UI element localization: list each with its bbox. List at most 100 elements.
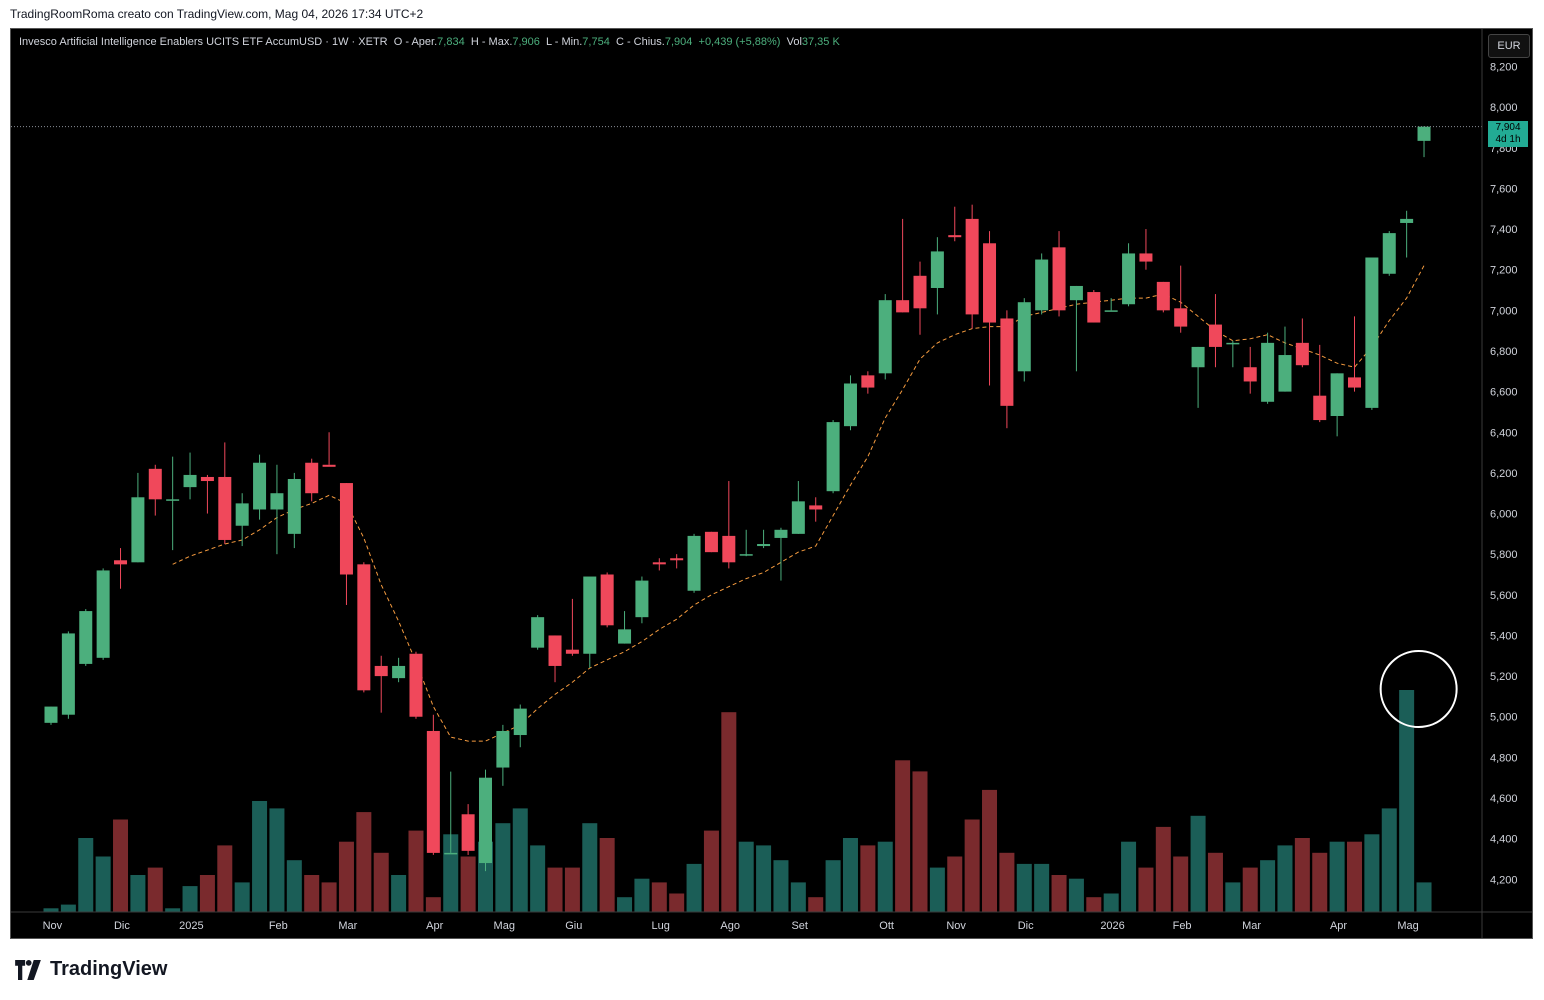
volume-bars	[43, 690, 1432, 912]
currency-button[interactable]: EUR	[1488, 34, 1530, 58]
candle	[1087, 290, 1101, 323]
volume-bar	[1190, 815, 1206, 912]
candle	[357, 562, 371, 693]
candle-body	[287, 478, 301, 534]
candle	[548, 635, 562, 683]
candle-body	[965, 218, 979, 315]
candle	[235, 493, 249, 547]
candle-body	[131, 497, 145, 563]
candle-body	[1243, 367, 1257, 382]
volume-bar	[1155, 826, 1171, 912]
volume-bar	[495, 823, 511, 912]
candle-body	[357, 564, 371, 691]
candle-body	[1261, 342, 1275, 402]
volume-bar	[199, 875, 215, 912]
legend-open-value: 7,834	[437, 36, 465, 48]
candle	[183, 452, 197, 500]
volume-bar	[512, 808, 528, 912]
candle	[722, 481, 736, 569]
candle	[1069, 285, 1083, 372]
candle-body	[1313, 395, 1327, 421]
candle-body	[878, 300, 892, 374]
candle	[635, 576, 649, 624]
candle	[253, 454, 267, 520]
volume-bar	[217, 845, 233, 912]
candle-body	[1382, 233, 1396, 274]
volume-bar	[460, 856, 476, 912]
volume-bar	[391, 875, 407, 912]
candle-body	[531, 617, 545, 648]
volume-bar	[286, 860, 302, 912]
volume-bar	[373, 852, 389, 912]
volume-bar	[1034, 863, 1050, 912]
candle	[131, 472, 145, 563]
candle	[339, 483, 353, 605]
candle-body	[809, 505, 823, 510]
candle	[1000, 310, 1014, 429]
candle-body	[670, 558, 684, 561]
volume-bar	[669, 893, 685, 912]
volume-bar	[252, 801, 268, 912]
chart-panel[interactable]: 8,200 8,000 7,800 7,600 7,400 7,200 7,000 6,800…	[10, 28, 1533, 939]
y-tick-label: 7,600	[1490, 183, 1518, 195]
candle	[496, 724, 510, 786]
candle	[965, 204, 979, 329]
candle-body	[200, 476, 214, 482]
y-tick-label: 5,600	[1490, 590, 1518, 602]
candle-body	[1174, 308, 1188, 327]
y-tick-label: 6,800	[1490, 346, 1518, 358]
candle-body	[96, 570, 110, 658]
candle	[1382, 231, 1396, 276]
candle-body	[1278, 355, 1292, 392]
candle-body	[774, 529, 788, 538]
candle	[878, 294, 892, 380]
y-tick-label: 7,000	[1490, 305, 1518, 317]
volume-bar	[338, 841, 354, 912]
candle	[600, 572, 614, 628]
candle-body	[392, 665, 406, 679]
candle-body	[409, 653, 423, 717]
volume-bar	[425, 897, 441, 912]
candle-body	[583, 576, 597, 654]
volume-bar	[1121, 841, 1137, 912]
volume-bar	[651, 882, 667, 912]
candle	[409, 651, 423, 719]
candle-body	[1365, 257, 1379, 408]
candle	[913, 261, 927, 335]
candle	[305, 458, 319, 502]
candle-body	[1400, 218, 1414, 223]
volume-bar	[1242, 867, 1258, 912]
candle-body	[930, 251, 944, 288]
candle-body	[983, 243, 997, 323]
volume-bar	[1381, 808, 1397, 912]
candle-body	[548, 635, 562, 666]
volume-bar	[356, 812, 372, 912]
candle-body	[461, 814, 475, 851]
volume-bar	[790, 882, 806, 912]
volume-bar	[947, 856, 963, 912]
candlestick-chart[interactable]: 8,2008,0007,8007,6007,4007,2007,0006,800…	[11, 29, 1532, 938]
moving-average	[172, 265, 1425, 742]
y-tick-label: 8,200	[1490, 62, 1518, 74]
candle	[322, 432, 336, 467]
volume-bar	[964, 819, 980, 912]
volume-bar	[165, 908, 181, 912]
candle-body	[61, 633, 75, 715]
candle	[270, 464, 284, 555]
candle-body	[374, 665, 388, 677]
tradingview-brand[interactable]: TradingView	[12, 958, 167, 981]
candle	[826, 420, 840, 494]
candle	[392, 657, 406, 683]
candle-body	[1417, 126, 1431, 141]
legend-change: +0,439 (+5,88%)	[698, 36, 781, 48]
candle-body	[305, 462, 319, 494]
y-tick-label: 4,600	[1490, 793, 1518, 805]
y-tick-label: 7,400	[1490, 224, 1518, 236]
annotations	[1379, 650, 1458, 728]
candle-body	[1122, 253, 1136, 305]
volume-bar	[860, 845, 876, 912]
candle-body	[1208, 324, 1222, 347]
candle	[618, 611, 632, 644]
candle-body	[704, 531, 718, 553]
x-tick-label: Ott	[879, 920, 894, 932]
